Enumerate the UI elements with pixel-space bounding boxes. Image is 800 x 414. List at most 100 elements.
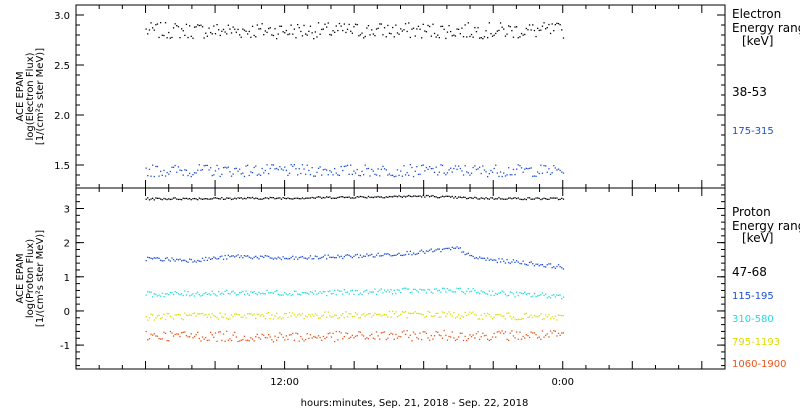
data-point	[297, 333, 299, 335]
data-point	[303, 168, 305, 170]
data-point	[214, 33, 217, 35]
data-point	[297, 293, 299, 295]
data-point	[234, 313, 236, 315]
data-point	[313, 258, 315, 260]
data-point	[462, 339, 465, 342]
data-point	[250, 313, 252, 315]
data-point	[340, 332, 342, 334]
data-point	[176, 291, 178, 294]
data-point	[343, 23, 345, 25]
data-point	[185, 23, 188, 25]
data-point	[451, 195, 453, 198]
series-310-580	[145, 287, 565, 300]
data-point	[451, 171, 453, 173]
data-point	[491, 318, 494, 320]
data-point	[182, 30, 184, 32]
data-point	[517, 37, 519, 39]
data-point	[487, 338, 489, 340]
data-point	[210, 258, 212, 260]
data-point	[541, 198, 544, 200]
data-point	[337, 339, 339, 341]
data-point	[546, 171, 548, 173]
y-tick-label: 2.5	[54, 61, 70, 72]
data-point	[253, 291, 255, 293]
data-point	[490, 169, 492, 172]
data-point	[195, 315, 197, 317]
data-point	[305, 338, 307, 341]
data-point	[226, 33, 228, 35]
data-point	[277, 197, 279, 199]
data-point	[443, 248, 445, 250]
data-point	[156, 165, 159, 168]
data-point	[335, 257, 337, 259]
legend-entry-310-580: 310-580	[732, 314, 774, 325]
data-point	[268, 173, 270, 175]
data-point	[540, 338, 542, 340]
data-point	[150, 175, 152, 177]
data-point	[377, 27, 379, 29]
data-point	[284, 292, 286, 294]
data-point	[392, 174, 394, 176]
data-point	[450, 313, 452, 315]
data-point	[454, 339, 457, 342]
data-point	[239, 197, 241, 199]
data-point	[400, 170, 402, 172]
y-axis-label-line: log(Proton Flux)	[25, 239, 36, 318]
data-point	[512, 168, 515, 171]
data-point	[255, 292, 257, 295]
y-axis-label-line: log(Electron Flux)	[25, 52, 36, 140]
data-point	[229, 256, 231, 258]
y-axis-label: ACE EPAMlog(Electron Flux)[1/(cm²s ster …	[15, 48, 46, 145]
data-point	[195, 261, 197, 263]
data-point	[427, 194, 429, 197]
data-point	[266, 255, 268, 257]
data-point	[411, 254, 413, 256]
data-point	[363, 255, 365, 257]
data-point	[419, 28, 421, 30]
data-point	[314, 175, 316, 177]
data-point	[329, 256, 331, 258]
data-point	[488, 198, 490, 200]
data-point	[169, 260, 171, 262]
data-point	[176, 198, 178, 200]
data-point	[179, 335, 181, 338]
data-point	[406, 330, 408, 332]
data-point	[453, 312, 455, 314]
data-point	[543, 165, 545, 167]
data-point	[509, 262, 511, 265]
data-point	[446, 172, 449, 174]
data-point	[422, 251, 424, 253]
data-point	[163, 331, 165, 333]
data-point	[554, 197, 556, 199]
data-point	[374, 288, 376, 290]
y-axis-label-line: ACE EPAM	[15, 253, 26, 303]
data-point	[408, 312, 410, 314]
data-point	[367, 167, 370, 170]
data-point	[409, 195, 411, 197]
data-point	[182, 294, 184, 297]
data-point	[366, 337, 368, 339]
data-point	[187, 198, 189, 200]
data-point	[393, 312, 395, 315]
data-point	[537, 263, 539, 265]
data-point	[171, 36, 173, 39]
data-point	[229, 28, 231, 30]
data-point	[422, 331, 424, 333]
y-axis-label-line: ACE EPAM	[15, 71, 26, 121]
data-point	[392, 293, 394, 295]
data-point	[409, 334, 411, 336]
data-point	[482, 332, 484, 334]
data-point	[557, 264, 560, 266]
data-point	[395, 195, 397, 197]
data-point	[166, 339, 168, 342]
data-point	[469, 35, 471, 38]
data-point	[258, 258, 260, 260]
data-point	[387, 337, 389, 339]
data-point	[255, 197, 257, 199]
data-point	[562, 172, 565, 174]
data-point	[406, 250, 408, 253]
data-point	[321, 292, 323, 294]
data-point	[450, 289, 452, 291]
data-point	[177, 26, 180, 28]
data-point	[308, 293, 310, 295]
